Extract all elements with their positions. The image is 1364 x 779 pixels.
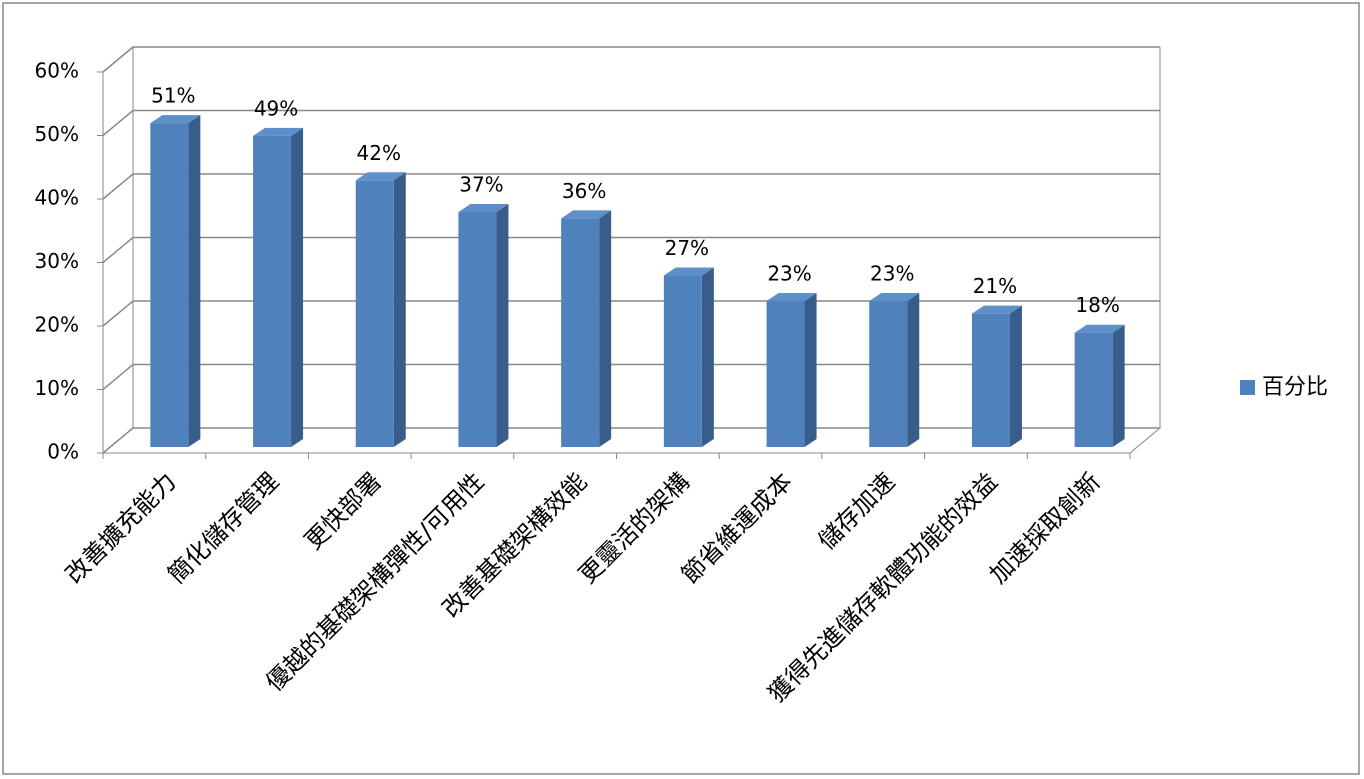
bar-top	[766, 292, 817, 301]
y-tick-label: 0%	[47, 440, 79, 464]
bar-top	[458, 204, 509, 213]
grid-line	[102, 236, 1160, 264]
y-tick-label: 60%	[35, 59, 79, 83]
bar-top	[869, 292, 920, 301]
bar	[869, 300, 908, 447]
grid-line	[102, 109, 1160, 137]
grid-line	[102, 173, 1160, 200]
bar-top	[561, 210, 612, 219]
y-tick-label: 50%	[35, 122, 79, 146]
bar-top	[355, 172, 406, 181]
bar-side	[393, 172, 406, 448]
y-tick-label: 10%	[35, 376, 79, 400]
legend-label: 百分比	[1262, 375, 1328, 400]
bar	[561, 218, 600, 447]
value-label: 36%	[562, 179, 606, 203]
bar-top	[971, 305, 1022, 314]
grid-line	[102, 46, 1160, 73]
bar-side	[804, 292, 817, 447]
bar-side	[907, 292, 920, 447]
value-label: 23%	[870, 261, 914, 285]
bar-side	[701, 267, 714, 447]
bar	[766, 300, 805, 447]
value-label: 51%	[151, 84, 195, 108]
legend-swatch	[1240, 380, 1255, 395]
bar-top	[1074, 324, 1125, 333]
value-label: 23%	[767, 261, 811, 285]
bar-top	[253, 127, 304, 136]
bar-side	[188, 115, 201, 448]
y-tick-label: 30%	[35, 249, 79, 273]
y-tick-label: 20%	[35, 313, 79, 337]
bar-side	[599, 210, 612, 447]
bar	[253, 135, 292, 447]
grid-line	[102, 363, 1160, 391]
grid-line	[102, 427, 1160, 454]
bar-side	[291, 127, 304, 447]
y-tick-label: 40%	[35, 186, 79, 210]
bar-side	[1112, 324, 1125, 447]
bar-side	[1009, 305, 1022, 447]
bar	[971, 313, 1010, 447]
bar-side	[496, 204, 509, 447]
grid-line	[102, 300, 1160, 327]
value-label: 49%	[254, 96, 298, 120]
value-label: 21%	[973, 274, 1017, 298]
bar	[150, 123, 189, 448]
bar-top	[150, 115, 201, 124]
value-label: 37%	[459, 173, 503, 197]
value-label: 18%	[1075, 293, 1119, 317]
value-label: 27%	[665, 236, 709, 260]
bar	[1074, 332, 1113, 447]
bar	[458, 212, 497, 447]
value-label: 42%	[357, 141, 401, 165]
bar	[355, 180, 394, 448]
bar-top	[663, 267, 714, 276]
bar	[663, 275, 702, 447]
